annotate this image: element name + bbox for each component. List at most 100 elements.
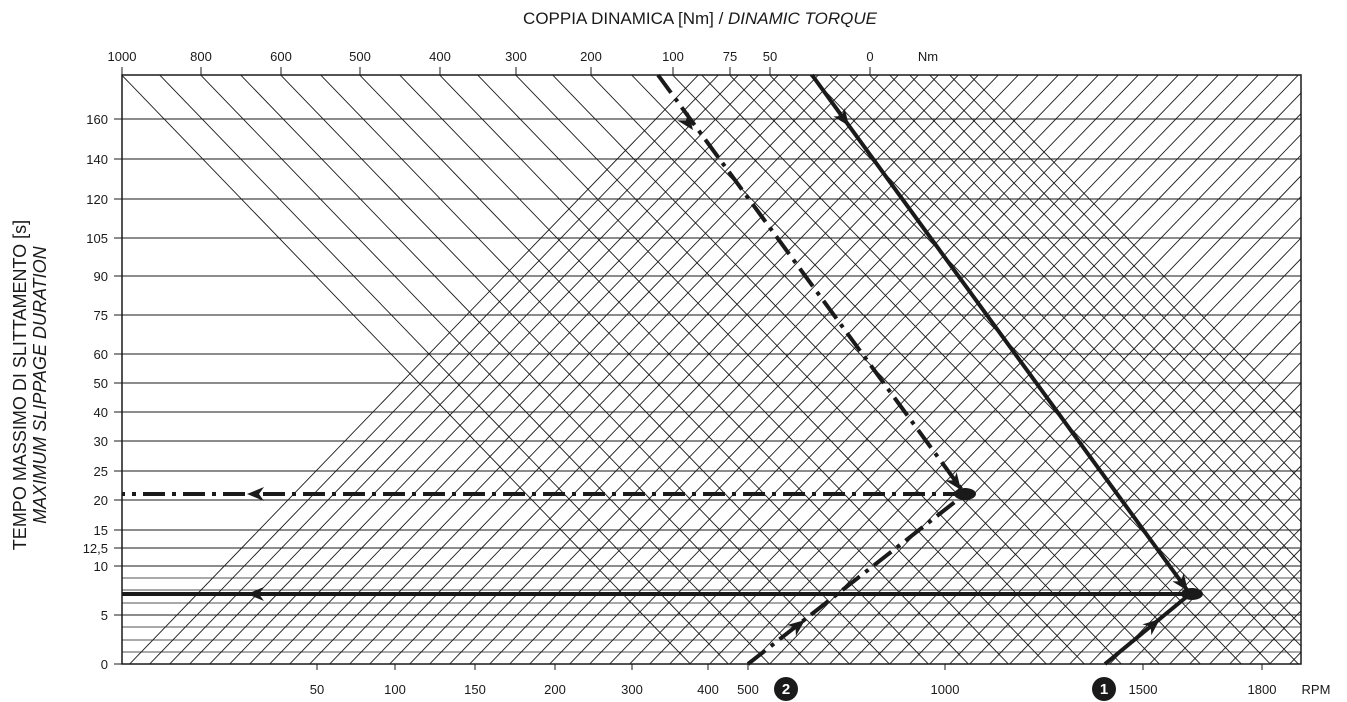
grid-horizontal xyxy=(122,118,1301,665)
grid-rpm-line xyxy=(1209,568,1301,664)
y-tick-label-140: 140 xyxy=(86,152,108,167)
bottom-axis: 50 100 150 200 300 400 500 1000 1500 1800 RPM xyxy=(310,664,1331,697)
grid-rpm-line xyxy=(1149,506,1301,664)
top-tick-label-600: 600 xyxy=(270,49,292,64)
example-2-arrow-time xyxy=(247,487,264,501)
grid-rpm-line xyxy=(1069,423,1301,664)
y-tick-label-15: 15 xyxy=(94,523,108,538)
plot-frame xyxy=(121,74,1302,665)
example-2-intersection-dot xyxy=(954,488,976,500)
grid-rpm-line xyxy=(449,75,1019,664)
grid-rpm-line xyxy=(709,75,1279,664)
grid-rpm-line xyxy=(1189,548,1301,664)
grid-rpm-line xyxy=(829,175,1301,664)
grid-torque-line xyxy=(789,75,1301,606)
y-axis-label-main: TEMPO MASSIMO DI SLITTAMENTO [s] xyxy=(10,220,30,550)
grid-rpm-line xyxy=(149,75,719,664)
bottom-tick-label-300: 300 xyxy=(621,682,643,697)
bottom-tick-label-50: 50 xyxy=(310,682,324,697)
grid-rpm-line xyxy=(1029,382,1301,664)
grid-rpm-line xyxy=(629,75,1199,664)
example-2-torque-segment xyxy=(656,73,967,496)
y-tick-label-105: 105 xyxy=(86,231,108,246)
grid-rpm-line xyxy=(509,75,1079,664)
example-2-marker-number: 2 xyxy=(782,681,790,698)
example-1-rpm-segment xyxy=(1103,592,1192,666)
grid-rpm-line xyxy=(209,75,779,664)
example-1-arrow-end xyxy=(1172,573,1188,591)
grid-rpm-line xyxy=(809,154,1301,664)
grid-rpm-line xyxy=(389,75,959,664)
y-tick-label-12-5: 12,5 xyxy=(83,541,108,556)
y-tick-label-5: 5 xyxy=(101,608,108,623)
grid-rpm-line xyxy=(669,75,1239,664)
bottom-tick-label-400: 400 xyxy=(697,682,719,697)
grid-rpm-line xyxy=(1089,444,1301,664)
chart-title-italic: DINAMIC TORQUE xyxy=(728,9,878,28)
y-axis-label: TEMPO MASSIMO DI SLITTAMENTO [s] MAXIMUM… xyxy=(10,220,50,550)
y-tick-label-30: 30 xyxy=(94,434,108,449)
grid-rpm-line xyxy=(429,75,999,664)
top-tick-label-500: 500 xyxy=(349,49,371,64)
grid-rpm-line xyxy=(649,75,1219,664)
example-2-rpm-segment xyxy=(746,492,967,666)
grid-torque-line xyxy=(949,75,1301,440)
grid-rpm-line xyxy=(409,75,979,664)
y-tick-label-90: 90 xyxy=(94,269,108,284)
grid-rpm-line xyxy=(1169,527,1301,664)
grid-torque-line xyxy=(320,75,890,664)
grid-torque-line xyxy=(359,75,929,664)
y-axis: 0 5 10 12,5 15 20 25 30 40 50 60 75 90 105 120 140 160 xyxy=(83,112,122,672)
top-axis-unit: Nm xyxy=(918,49,938,64)
bottom-axis-unit: RPM xyxy=(1302,682,1331,697)
y-tick-label-50: 50 xyxy=(94,376,108,391)
grid-rpm-line xyxy=(849,195,1301,664)
grid-torque-line xyxy=(240,75,810,664)
example-1-arrow-time xyxy=(247,587,264,601)
example-1-arrow-torque xyxy=(833,108,849,126)
top-tick-label-300: 300 xyxy=(505,49,527,64)
y-tick-label-40: 40 xyxy=(94,405,108,420)
example-paths xyxy=(122,73,1203,666)
bottom-tick-label-1000: 1000 xyxy=(931,682,960,697)
y-tick-label-75: 75 xyxy=(94,308,108,323)
chart-title-main: COPPIA DINAMICA [Nm] / xyxy=(523,9,728,28)
y-tick-label-10: 10 xyxy=(94,559,108,574)
top-tick-label-50: 50 xyxy=(763,49,777,64)
top-tick-label-0: 0 xyxy=(866,49,873,64)
top-tick-label-75: 75 xyxy=(723,49,737,64)
bottom-tick-label-500: 500 xyxy=(737,682,759,697)
grid-rpm-line xyxy=(1049,403,1301,664)
grid-rpm-line xyxy=(469,75,1039,664)
example-1-arrow-rpm xyxy=(1142,619,1160,636)
grid-rpm-line xyxy=(129,75,699,664)
y-tick-label-60: 60 xyxy=(94,347,108,362)
grid-torque-line xyxy=(159,75,729,664)
grid-rpm-line xyxy=(1009,361,1301,664)
grid-rpm-line xyxy=(689,75,1259,664)
top-tick-label-200: 200 xyxy=(580,49,602,64)
grid-rpm-line xyxy=(909,258,1301,664)
grid-rpm-line xyxy=(369,75,939,664)
grid-rpm-line xyxy=(949,299,1301,664)
bottom-tick-label-1500: 1500 xyxy=(1129,682,1158,697)
grid-rpm-line xyxy=(1289,651,1301,664)
grid-rpm-line xyxy=(609,75,1179,664)
y-axis-label-italic: MAXIMUM SLIPPAGE DURATION xyxy=(30,245,50,523)
y-tick-label-20: 20 xyxy=(94,493,108,508)
bottom-tick-label-200: 200 xyxy=(544,682,566,697)
grid-rpm-line xyxy=(269,75,839,664)
example-2-arrow-end xyxy=(945,472,961,490)
y-tick-label-25: 25 xyxy=(94,464,108,479)
grid-rpm-line xyxy=(309,75,879,664)
grid-rpm-line xyxy=(729,75,1299,664)
grid-rpm-line xyxy=(569,75,1139,664)
chart-title: COPPIA DINAMICA [Nm] / DINAMIC TORQUE xyxy=(523,9,878,28)
grid-rpm-line xyxy=(1129,485,1301,664)
grid-rpm-line xyxy=(749,92,1301,664)
grid-torque-line xyxy=(439,75,1009,664)
grid-rpm-line xyxy=(1109,465,1301,664)
grid-torque-line xyxy=(280,75,850,664)
grid-rpm-line xyxy=(989,340,1301,664)
